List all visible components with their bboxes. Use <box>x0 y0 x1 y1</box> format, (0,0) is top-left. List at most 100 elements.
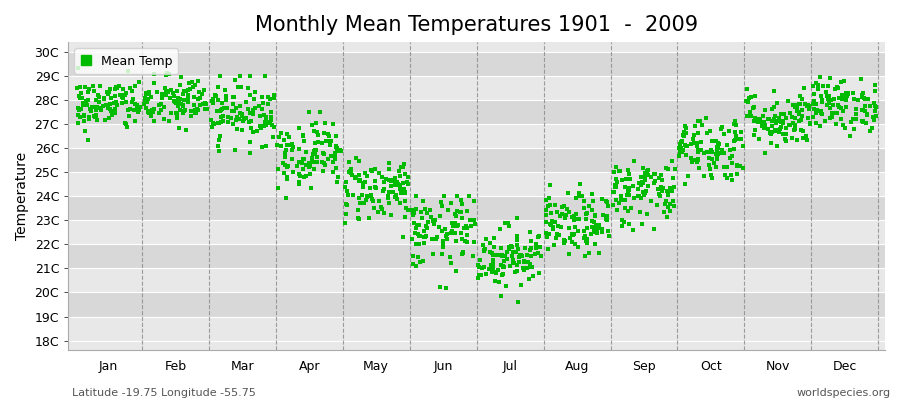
Point <box>217 104 231 111</box>
Point <box>233 84 248 90</box>
Point <box>814 92 829 99</box>
Bar <box>68 244 885 268</box>
Point <box>390 179 404 185</box>
Point <box>81 97 95 103</box>
Point <box>823 92 837 99</box>
Point <box>341 192 356 198</box>
Point <box>721 128 735 134</box>
Point <box>773 125 788 132</box>
Point <box>191 78 205 84</box>
Point <box>608 176 623 182</box>
Point <box>466 217 481 223</box>
Point <box>792 111 806 117</box>
Point <box>571 228 585 234</box>
Point <box>608 184 623 190</box>
Point <box>688 123 702 129</box>
Point <box>708 151 723 158</box>
Point <box>579 215 593 222</box>
Point <box>515 253 529 259</box>
Point <box>475 242 490 249</box>
Point <box>272 134 286 140</box>
Point <box>482 266 496 272</box>
Point <box>498 220 512 226</box>
Point <box>765 129 779 135</box>
Point <box>829 121 843 127</box>
Point <box>299 149 313 156</box>
Point <box>389 192 403 198</box>
Point <box>860 112 874 119</box>
Point <box>533 244 547 251</box>
Point <box>351 206 365 213</box>
Point <box>678 142 692 148</box>
Point <box>580 210 595 216</box>
Point <box>377 179 392 186</box>
Point <box>837 94 851 100</box>
Bar <box>68 172 885 196</box>
Point <box>104 108 119 114</box>
Point <box>679 123 693 129</box>
Point <box>786 102 800 108</box>
Point <box>356 184 370 190</box>
Point <box>702 162 716 168</box>
Point <box>633 180 647 186</box>
Point <box>661 166 675 172</box>
Bar <box>68 196 885 220</box>
Point <box>116 95 130 101</box>
Point <box>382 177 396 183</box>
Point <box>858 102 872 109</box>
Point <box>447 210 462 217</box>
Point <box>524 245 538 252</box>
Point <box>608 182 623 189</box>
Point <box>256 105 270 112</box>
Point <box>739 98 753 104</box>
Point <box>797 84 812 91</box>
Point <box>320 156 335 162</box>
Point <box>563 235 578 242</box>
Point <box>455 215 470 222</box>
Point <box>622 185 636 191</box>
Point <box>213 118 228 125</box>
Point <box>262 120 276 127</box>
Point <box>760 116 775 122</box>
Point <box>368 165 382 172</box>
Point <box>406 261 420 268</box>
Point <box>108 110 122 117</box>
Point <box>330 144 345 151</box>
Point <box>353 176 367 183</box>
Point <box>398 171 412 177</box>
Point <box>840 92 854 98</box>
Point <box>720 175 734 182</box>
Point <box>89 113 104 120</box>
Point <box>422 207 436 213</box>
Point <box>160 70 175 76</box>
Point <box>218 87 232 93</box>
Point <box>752 136 767 143</box>
Point <box>181 87 195 94</box>
Point <box>614 192 628 199</box>
Point <box>765 123 779 130</box>
Point <box>178 107 193 113</box>
Point <box>580 236 595 242</box>
Point <box>477 248 491 254</box>
Point <box>421 219 436 225</box>
Point <box>679 130 693 136</box>
Point <box>687 157 701 163</box>
Point <box>506 257 520 263</box>
Point <box>292 171 307 177</box>
Title: Monthly Mean Temperatures 1901  -  2009: Monthly Mean Temperatures 1901 - 2009 <box>255 15 698 35</box>
Point <box>409 224 423 231</box>
Point <box>129 118 143 124</box>
Point <box>824 110 839 116</box>
Point <box>364 192 378 199</box>
Point <box>616 217 630 223</box>
Point <box>726 146 741 152</box>
Point <box>460 208 474 214</box>
Point <box>792 109 806 115</box>
Point <box>451 222 465 228</box>
Point <box>232 103 247 110</box>
Point <box>278 149 293 156</box>
Point <box>697 173 711 179</box>
Point <box>523 238 537 244</box>
Point <box>329 146 344 152</box>
Point <box>181 91 195 98</box>
